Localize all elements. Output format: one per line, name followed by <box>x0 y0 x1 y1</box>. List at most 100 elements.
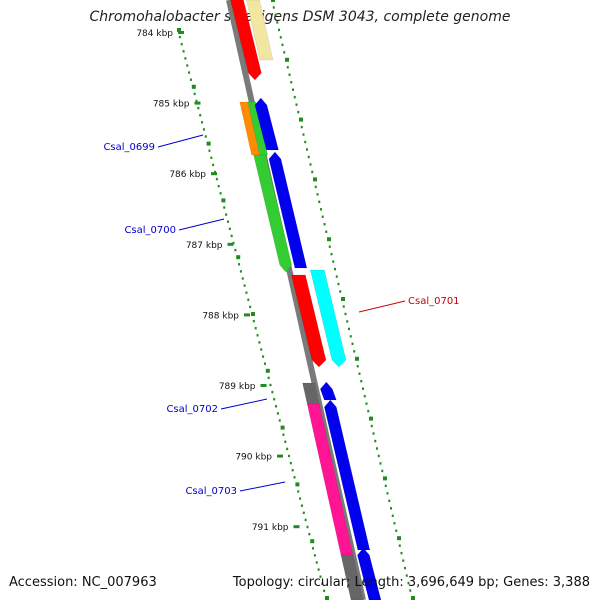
outer-tick <box>332 260 335 263</box>
inner-tick <box>236 255 241 260</box>
inner-tick <box>228 227 231 230</box>
inner-tick <box>254 327 257 330</box>
inner-tick <box>269 383 272 387</box>
outer-tick <box>390 507 392 510</box>
gene-label-csal_0702: Csal_0702 <box>166 404 218 415</box>
outer-tick <box>379 462 382 465</box>
inner-tick <box>226 220 229 223</box>
outer-tick <box>349 335 352 338</box>
inner-tick <box>204 135 207 138</box>
outer-tick <box>300 125 303 129</box>
ruler-label: 789 kbp <box>219 382 256 392</box>
outer-tick <box>321 215 324 218</box>
inner-tick <box>291 469 294 472</box>
inner-tick <box>225 213 228 216</box>
inner-tick <box>234 248 237 252</box>
ruler-label: 791 kbp <box>252 523 289 533</box>
inner-tick <box>214 170 216 174</box>
outer-tick <box>411 596 415 600</box>
inner-tick <box>199 114 202 117</box>
inner-tick <box>284 440 287 443</box>
gene-feature <box>247 101 268 156</box>
outer-tick <box>330 252 333 256</box>
inner-tick <box>280 425 285 430</box>
outer-tick <box>407 581 410 585</box>
inner-tick <box>325 596 329 600</box>
outer-tick <box>377 454 380 458</box>
inner-tick <box>315 561 318 564</box>
inner-tick <box>267 376 270 380</box>
inner-tick <box>241 277 244 280</box>
outer-tick <box>376 447 378 450</box>
outer-tick <box>339 290 342 293</box>
outer-tick <box>405 574 408 577</box>
gene-label-leader <box>239 481 286 492</box>
inner-tick <box>319 575 322 578</box>
outer-tick <box>276 21 279 24</box>
outer-tick <box>374 439 377 443</box>
inner-tick <box>202 128 205 131</box>
outer-tick <box>358 372 361 375</box>
pseudo-feature <box>302 382 320 406</box>
inner-tick <box>304 518 307 522</box>
outer-tick <box>281 43 284 47</box>
outer-tick <box>346 320 349 323</box>
outer-tick <box>397 536 401 541</box>
misc-feature <box>246 0 274 61</box>
outer-tick <box>363 394 366 398</box>
gene-feature <box>291 274 327 368</box>
inner-tick <box>195 99 198 103</box>
inner-tick <box>288 454 290 458</box>
inner-tick <box>206 141 211 146</box>
ruler-label: 784 kbp <box>136 29 173 39</box>
ruler-label: 790 kbp <box>235 453 272 463</box>
inner-tick <box>223 206 226 209</box>
outer-tick <box>370 424 373 428</box>
outer-tick <box>279 36 282 39</box>
outer-tick <box>293 95 296 99</box>
outer-tick <box>381 469 384 473</box>
outer-tick <box>400 551 403 555</box>
inner-tick <box>188 71 191 74</box>
inner-tick <box>260 348 263 351</box>
inner-tick <box>313 554 316 557</box>
outer-tick <box>295 103 298 106</box>
inner-tick <box>251 312 255 316</box>
outer-tick <box>325 230 328 233</box>
outer-tick <box>344 312 347 316</box>
outer-tick <box>409 589 412 592</box>
outer-tick <box>398 544 401 547</box>
inner-tick <box>273 398 276 401</box>
outer-tick <box>323 223 326 226</box>
inner-tick <box>282 433 285 436</box>
inner-tick <box>182 50 185 53</box>
outer-tick <box>318 200 321 204</box>
inner-tick <box>184 57 187 60</box>
inner-tick <box>208 149 211 152</box>
inner-tick <box>245 291 248 294</box>
gene-label-leader <box>220 398 268 410</box>
inner-tick <box>271 390 274 394</box>
inner-tick <box>221 198 226 203</box>
genome-summary: Topology: circular; Length: 3,696,649 bp… <box>232 575 590 590</box>
outer-tick <box>297 110 300 114</box>
cds-feature <box>357 547 382 600</box>
inner-tick <box>210 156 213 159</box>
cds-feature <box>309 269 347 368</box>
outer-tick <box>313 177 317 182</box>
inner-tick <box>258 341 261 344</box>
inner-tick <box>289 461 292 465</box>
inner-tick <box>189 78 192 81</box>
gene-label-csal_0699: Csal_0699 <box>103 142 155 153</box>
ruler-major-tick <box>293 525 300 529</box>
ruler-major-tick <box>194 101 201 105</box>
inner-tick <box>230 234 233 238</box>
ruler-label: 786 kbp <box>169 170 206 180</box>
outer-tick <box>386 492 389 495</box>
inner-tick <box>212 163 215 167</box>
outer-tick <box>365 402 368 405</box>
outer-tick <box>367 409 370 413</box>
inner-tick <box>252 319 255 323</box>
cds-feature <box>254 97 279 151</box>
outer-tick <box>388 499 391 503</box>
